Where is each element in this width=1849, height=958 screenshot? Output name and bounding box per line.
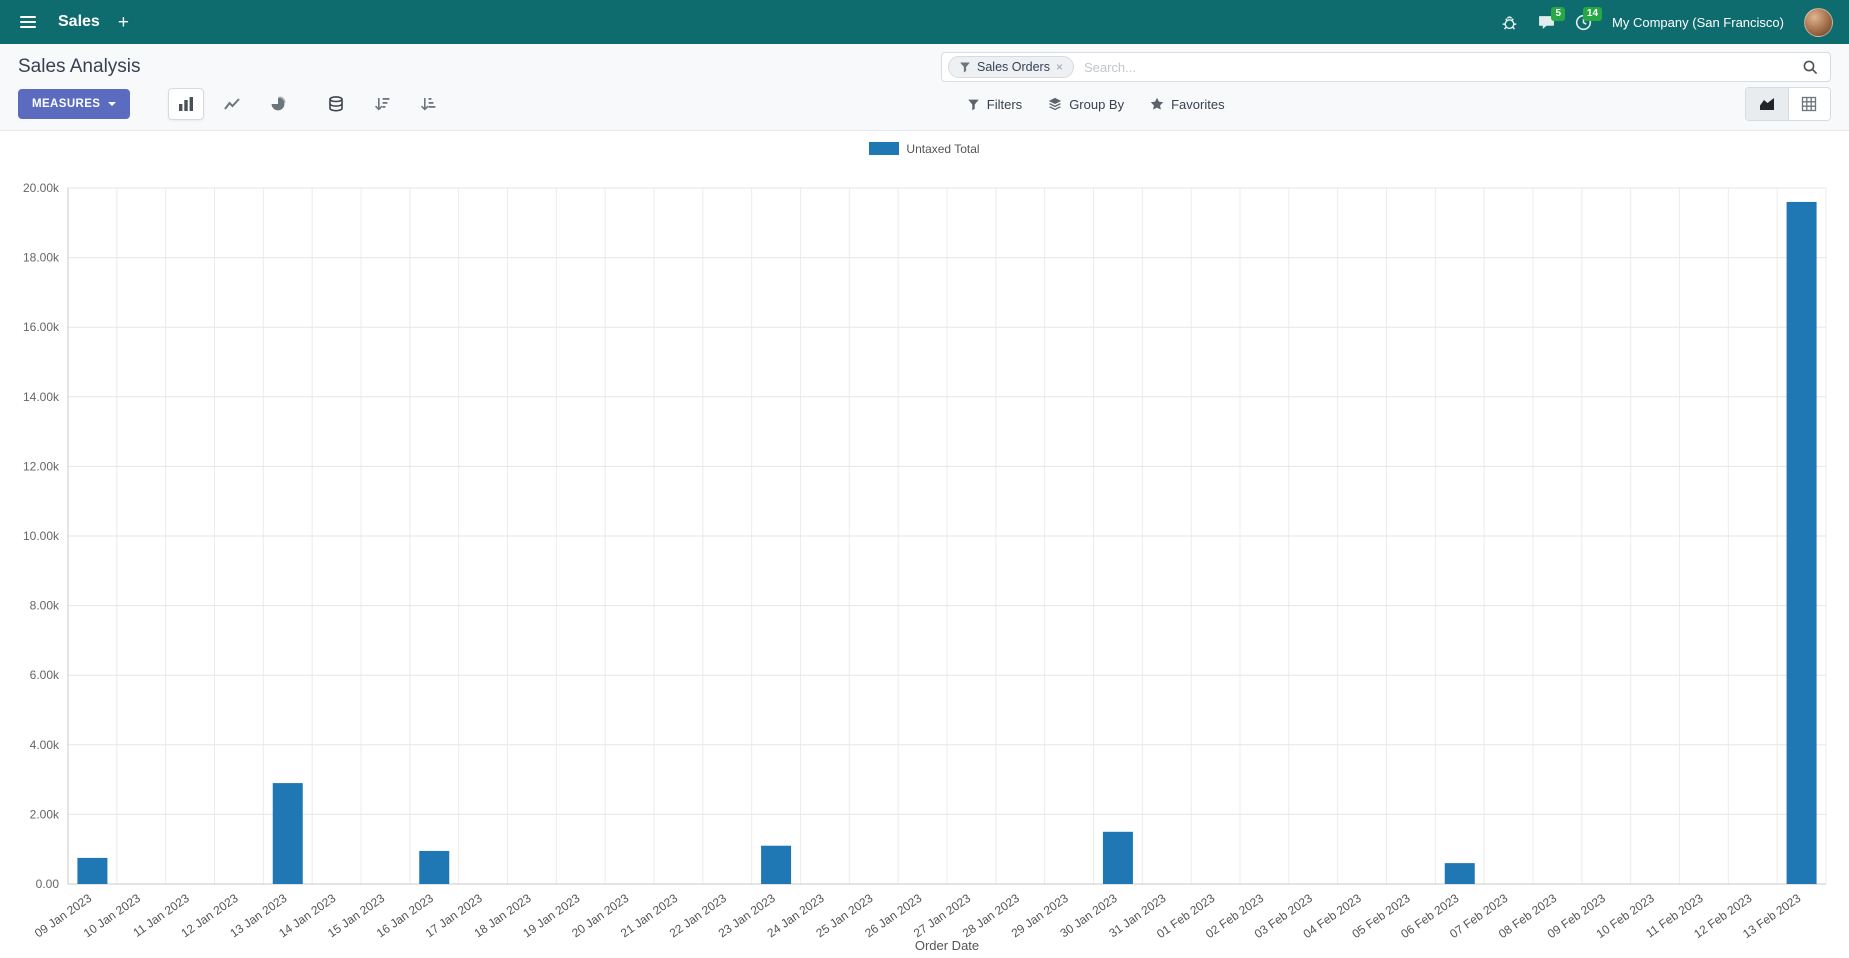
- company-switcher[interactable]: My Company (San Francisco): [1612, 14, 1784, 30]
- y-tick-label: 8.00k: [30, 599, 60, 613]
- bar-chart: 0.00 2.00k 4.00k 6.00k 8.00k 10.00k 12.00k 14.0…: [23, 181, 1827, 953]
- y-tick-label: 14.00k: [23, 390, 60, 404]
- pie-chart-button[interactable]: [260, 88, 296, 120]
- pie-chart-icon: [271, 96, 286, 111]
- search-facet-sales-orders[interactable]: Sales Orders ×: [948, 56, 1074, 78]
- filters-label: Filters: [986, 96, 1023, 112]
- navbar-systray: 5 14 My Company (San Francisco): [1501, 6, 1833, 37]
- user-avatar[interactable]: [1804, 7, 1833, 37]
- filters-funnel-icon: [967, 98, 980, 111]
- chart-options: [318, 88, 446, 120]
- favorites-label: Favorites: [1171, 96, 1225, 112]
- y-tick-label: 2.00k: [30, 807, 60, 821]
- database-icon: [329, 96, 344, 112]
- search-facet-label: Sales Orders: [977, 60, 1050, 74]
- legend-swatch: [869, 142, 900, 155]
- layers-icon: [1048, 97, 1062, 111]
- apps-menu-icon[interactable]: [16, 12, 40, 32]
- chart-bar[interactable]: [1444, 863, 1475, 884]
- line-chart-icon: [224, 98, 241, 110]
- chart-bar[interactable]: [272, 783, 303, 884]
- search-input[interactable]: [1073, 59, 1790, 75]
- page-title: Sales Analysis: [18, 56, 141, 77]
- filters-button[interactable]: Filters: [967, 97, 1022, 112]
- chart-bar[interactable]: [761, 845, 792, 884]
- top-navbar: Sales + 5 14 My Company (San Francisco): [0, 0, 1849, 44]
- y-tick-label: 4.00k: [30, 738, 60, 752]
- y-tick-label: 18.00k: [23, 251, 60, 265]
- y-tick-label: 20.00k: [23, 181, 60, 195]
- chart-bar[interactable]: [1102, 831, 1133, 884]
- plus-icon[interactable]: +: [117, 11, 129, 33]
- graph-view-button[interactable]: [1745, 88, 1788, 120]
- facet-remove-icon[interactable]: ×: [1055, 60, 1063, 74]
- navbar-left: Sales +: [16, 12, 129, 32]
- sort-ascending-button[interactable]: [410, 88, 446, 120]
- group-by-label: Group By: [1069, 96, 1125, 112]
- chat-icon: [1539, 15, 1554, 29]
- measures-button[interactable]: MEASURES: [18, 89, 131, 119]
- favorites-button[interactable]: Favorites: [1150, 96, 1225, 112]
- star-icon: [1150, 97, 1164, 111]
- bar-chart-icon: [179, 97, 194, 111]
- chart-bar[interactable]: [419, 850, 450, 884]
- messages-badge: 5: [1551, 6, 1566, 21]
- app-name[interactable]: Sales: [58, 13, 100, 30]
- chart-bar[interactable]: [77, 857, 108, 884]
- caret-down-icon: [108, 102, 117, 106]
- control-panel: Sales Analysis Sales Orders × MEASURES: [0, 44, 1849, 131]
- bug-icon[interactable]: [1501, 14, 1518, 31]
- messages-button[interactable]: 5: [1538, 6, 1566, 31]
- y-tick-label: 0.00: [36, 877, 60, 891]
- sort-descending-button[interactable]: [364, 88, 400, 120]
- pivot-view-button[interactable]: [1787, 88, 1830, 120]
- legend-label: Untaxed Total: [906, 141, 980, 156]
- view-switcher: [1744, 87, 1831, 121]
- search-icon[interactable]: [1790, 59, 1830, 75]
- y-tick-label: 10.00k: [23, 529, 60, 543]
- measures-label: MEASURES: [32, 98, 101, 110]
- chart-legend: Untaxed Total: [0, 131, 1849, 158]
- stacked-toggle-button[interactable]: [318, 88, 354, 120]
- y-tick-label: 12.00k: [23, 459, 60, 473]
- group-by-button[interactable]: Group By: [1048, 97, 1124, 112]
- y-tick-label: 6.00k: [30, 668, 60, 682]
- filter-funnel-icon: [959, 61, 971, 73]
- search-options: Filters Group By Favorit: [967, 97, 1225, 112]
- chart-type-switcher: [168, 88, 296, 120]
- sort-amount-asc-icon: [421, 98, 436, 111]
- x-axis-title: Order Date: [915, 938, 979, 953]
- search-bar[interactable]: Sales Orders ×: [941, 52, 1831, 82]
- activities-badge: 14: [1582, 6, 1603, 21]
- chart-view: Untaxed Total 0.00 2.00k 4.00k 6.00k 8.00k 10…: [0, 131, 1849, 958]
- area-chart-icon: [1759, 98, 1774, 110]
- legend-item-untaxed-total[interactable]: Untaxed Total: [869, 141, 980, 156]
- activities-button[interactable]: 14: [1575, 6, 1603, 31]
- line-chart-button[interactable]: [214, 88, 250, 120]
- pivot-table-icon: [1802, 96, 1817, 112]
- chart-bar[interactable]: [1786, 201, 1817, 885]
- bar-chart-button[interactable]: [168, 88, 205, 120]
- y-tick-label: 16.00k: [23, 320, 60, 334]
- sort-amount-desc-icon: [375, 98, 390, 111]
